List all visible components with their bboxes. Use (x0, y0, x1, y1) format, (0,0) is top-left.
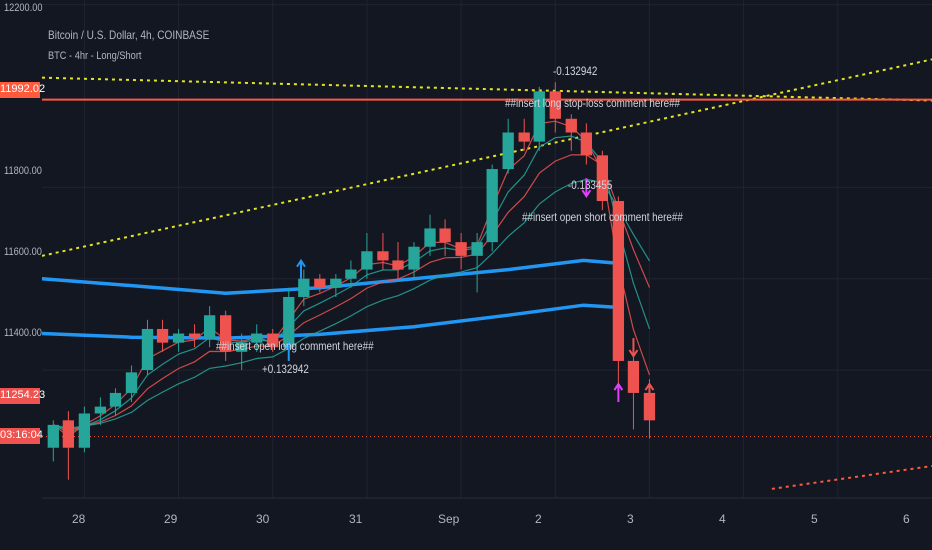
candle-body (47, 424, 59, 448)
price-tick-12200: 12200.00 (4, 2, 43, 14)
candle-body (533, 91, 545, 142)
candle-body (455, 242, 467, 256)
time-tick-31: 31 (349, 512, 363, 526)
last-price-badge: 11254.23 (0, 388, 45, 404)
trendline (41, 76, 932, 102)
candle-body (125, 372, 138, 393)
candle-body (565, 118, 577, 133)
open-short-comment: ##insert open short comment here## (522, 210, 683, 224)
price-tick-11800: 11800.00 (4, 165, 42, 177)
chart-grid (42, 0, 932, 498)
long-entry-arrow-head (283, 341, 294, 350)
time-tick-29: 29 (164, 512, 178, 526)
time-tick-4: 4 (719, 512, 726, 526)
bar-countdown-badge: 03:16:04 (0, 428, 43, 444)
exit-arrow-2-head (644, 382, 655, 391)
candle-body (408, 246, 420, 270)
strategy-legend[interactable]: BTC - 4hr - Long/Short (48, 50, 142, 62)
candle-body (502, 132, 514, 170)
candle-body (471, 242, 483, 256)
candle-body (361, 251, 373, 270)
moving-average-line (40, 303, 614, 340)
time-tick-2: 2 (535, 512, 542, 526)
candle-body (345, 269, 357, 279)
candle-body (612, 201, 625, 361)
time-tick-3: 3 (627, 512, 634, 526)
candle-body (236, 342, 248, 352)
candle-body (596, 155, 609, 202)
candle-body (377, 251, 389, 261)
candle-body (518, 132, 530, 142)
short-entry-arrow-head (581, 189, 592, 198)
candle-body (251, 333, 263, 343)
candle-body (267, 333, 279, 348)
symbol-title[interactable]: Bitcoin / U.S. Dollar, 4h, COINBASE (48, 28, 210, 42)
trade-signals (283, 178, 655, 403)
open-long-value: +0.132942 (262, 362, 309, 376)
stop-loss-value: -0.132942 (553, 64, 598, 78)
candles (47, 82, 656, 480)
candle-body (314, 278, 326, 288)
candle-body (156, 328, 169, 343)
candle-body (188, 333, 201, 339)
ema-ribbon-line (53, 154, 651, 431)
candle-body (298, 278, 310, 297)
moving-average-line (40, 258, 614, 296)
open-long-comment: ##insert open long comment here## (216, 339, 374, 353)
time-tick-28: 28 (72, 512, 86, 526)
time-tick-6: 6 (903, 512, 910, 526)
price-level-badge: 11992.02 (0, 82, 45, 98)
candle-body (220, 315, 232, 352)
candle-body (283, 296, 295, 348)
price-tick-11600: 11600.00 (4, 246, 42, 258)
trendline (41, 58, 932, 257)
trendline (771, 465, 932, 490)
time-tick-sep: Sep (438, 512, 460, 526)
candle-body (549, 91, 561, 119)
candle-body (94, 406, 107, 414)
candle-body (203, 315, 216, 339)
candle-body (643, 392, 656, 421)
candle-body (439, 228, 451, 243)
candle-body (486, 169, 498, 243)
candle-body (109, 392, 122, 407)
price-levels (42, 98, 932, 438)
candle-body (330, 278, 342, 288)
short-marker-arrow-head (628, 349, 639, 358)
candle-body (580, 132, 593, 156)
trendlines (41, 58, 932, 490)
candle-body (424, 228, 436, 247)
candle-body (392, 260, 404, 270)
ema-ribbon-line (53, 178, 651, 429)
candle-body (62, 420, 75, 448)
exit-arrow-head (613, 382, 624, 391)
open-short-value: -0.133455 (568, 178, 613, 192)
price-tick-11400: 11400.00 (4, 327, 42, 339)
candle-body (172, 333, 185, 343)
time-tick-30: 30 (256, 512, 270, 526)
candle-body (627, 360, 640, 393)
candle-body (78, 413, 91, 448)
candle-body (141, 328, 154, 371)
long-entry-arrow-2-head (296, 258, 306, 268)
time-tick-5: 5 (811, 512, 818, 526)
stop-loss-comment: ##insert long stop-loss comment here## (505, 96, 681, 110)
